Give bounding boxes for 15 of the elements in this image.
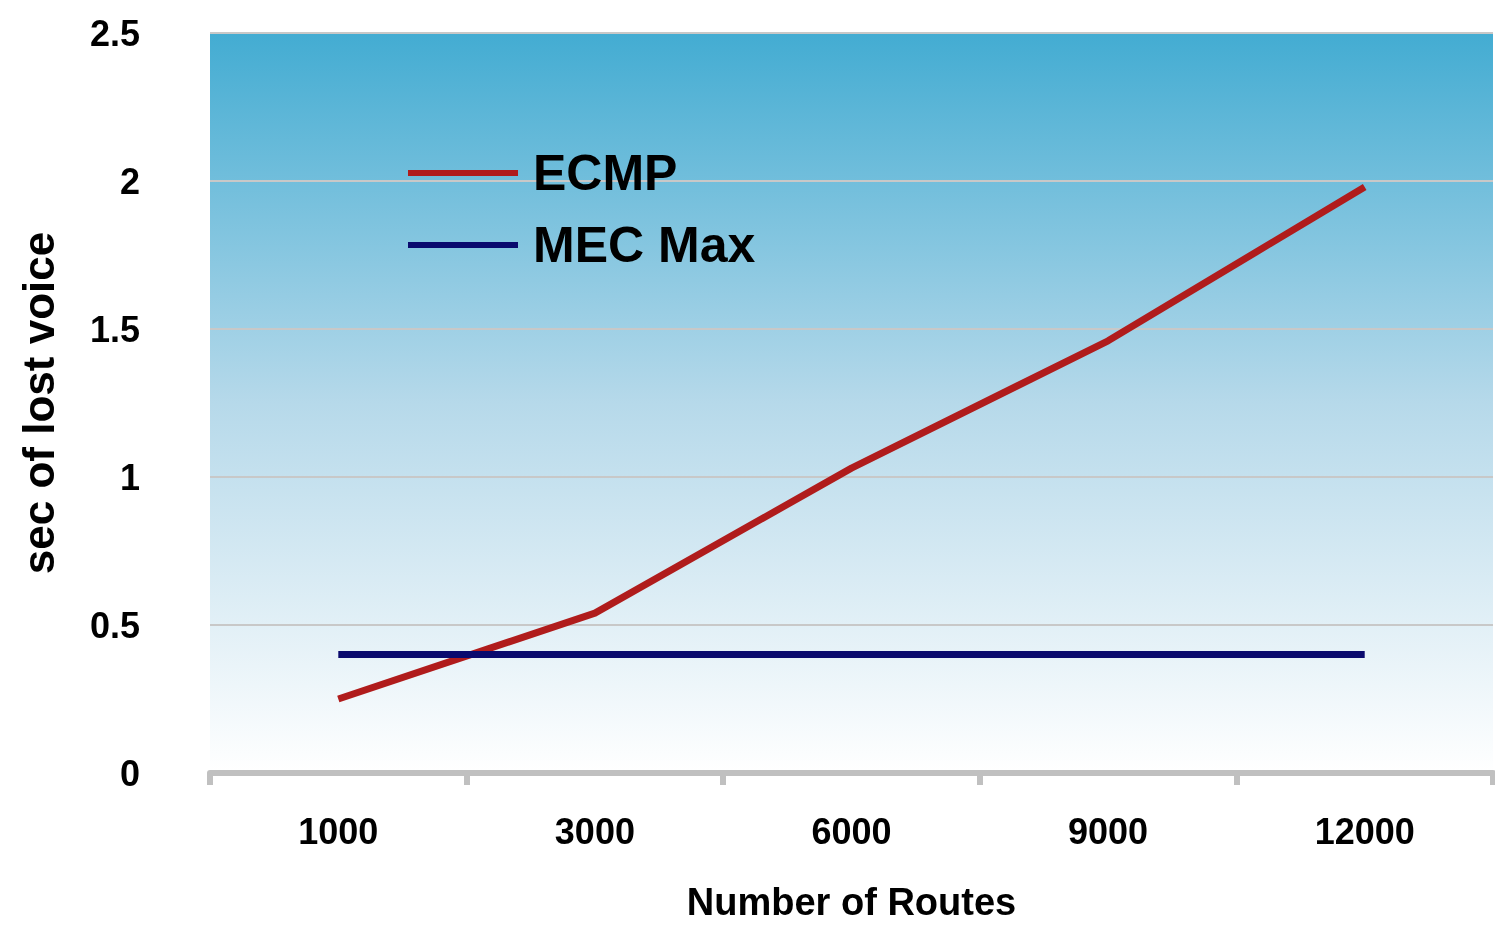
y-tick-label: 0 bbox=[119, 752, 140, 794]
y-tick-label: 1 bbox=[119, 456, 140, 498]
y-tick-label: 0.5 bbox=[89, 604, 140, 646]
legend-label: MEC Max bbox=[533, 217, 756, 273]
y-axis-title: sec of lost voice bbox=[13, 231, 63, 575]
x-axis-title: Number of Routes bbox=[686, 881, 1017, 923]
y-tick-label: 2 bbox=[119, 160, 140, 202]
x-tick-label: 9000 bbox=[1068, 810, 1149, 852]
x-tick-label: 12000 bbox=[1314, 810, 1415, 852]
legend-label: ECMP bbox=[533, 145, 678, 201]
x-tick-label: 1000 bbox=[298, 810, 379, 852]
x-tick-label: 6000 bbox=[811, 810, 892, 852]
y-tick-label: 1.5 bbox=[89, 308, 140, 350]
x-tick-label: 3000 bbox=[554, 810, 635, 852]
y-tick-label: 2.5 bbox=[89, 12, 140, 54]
